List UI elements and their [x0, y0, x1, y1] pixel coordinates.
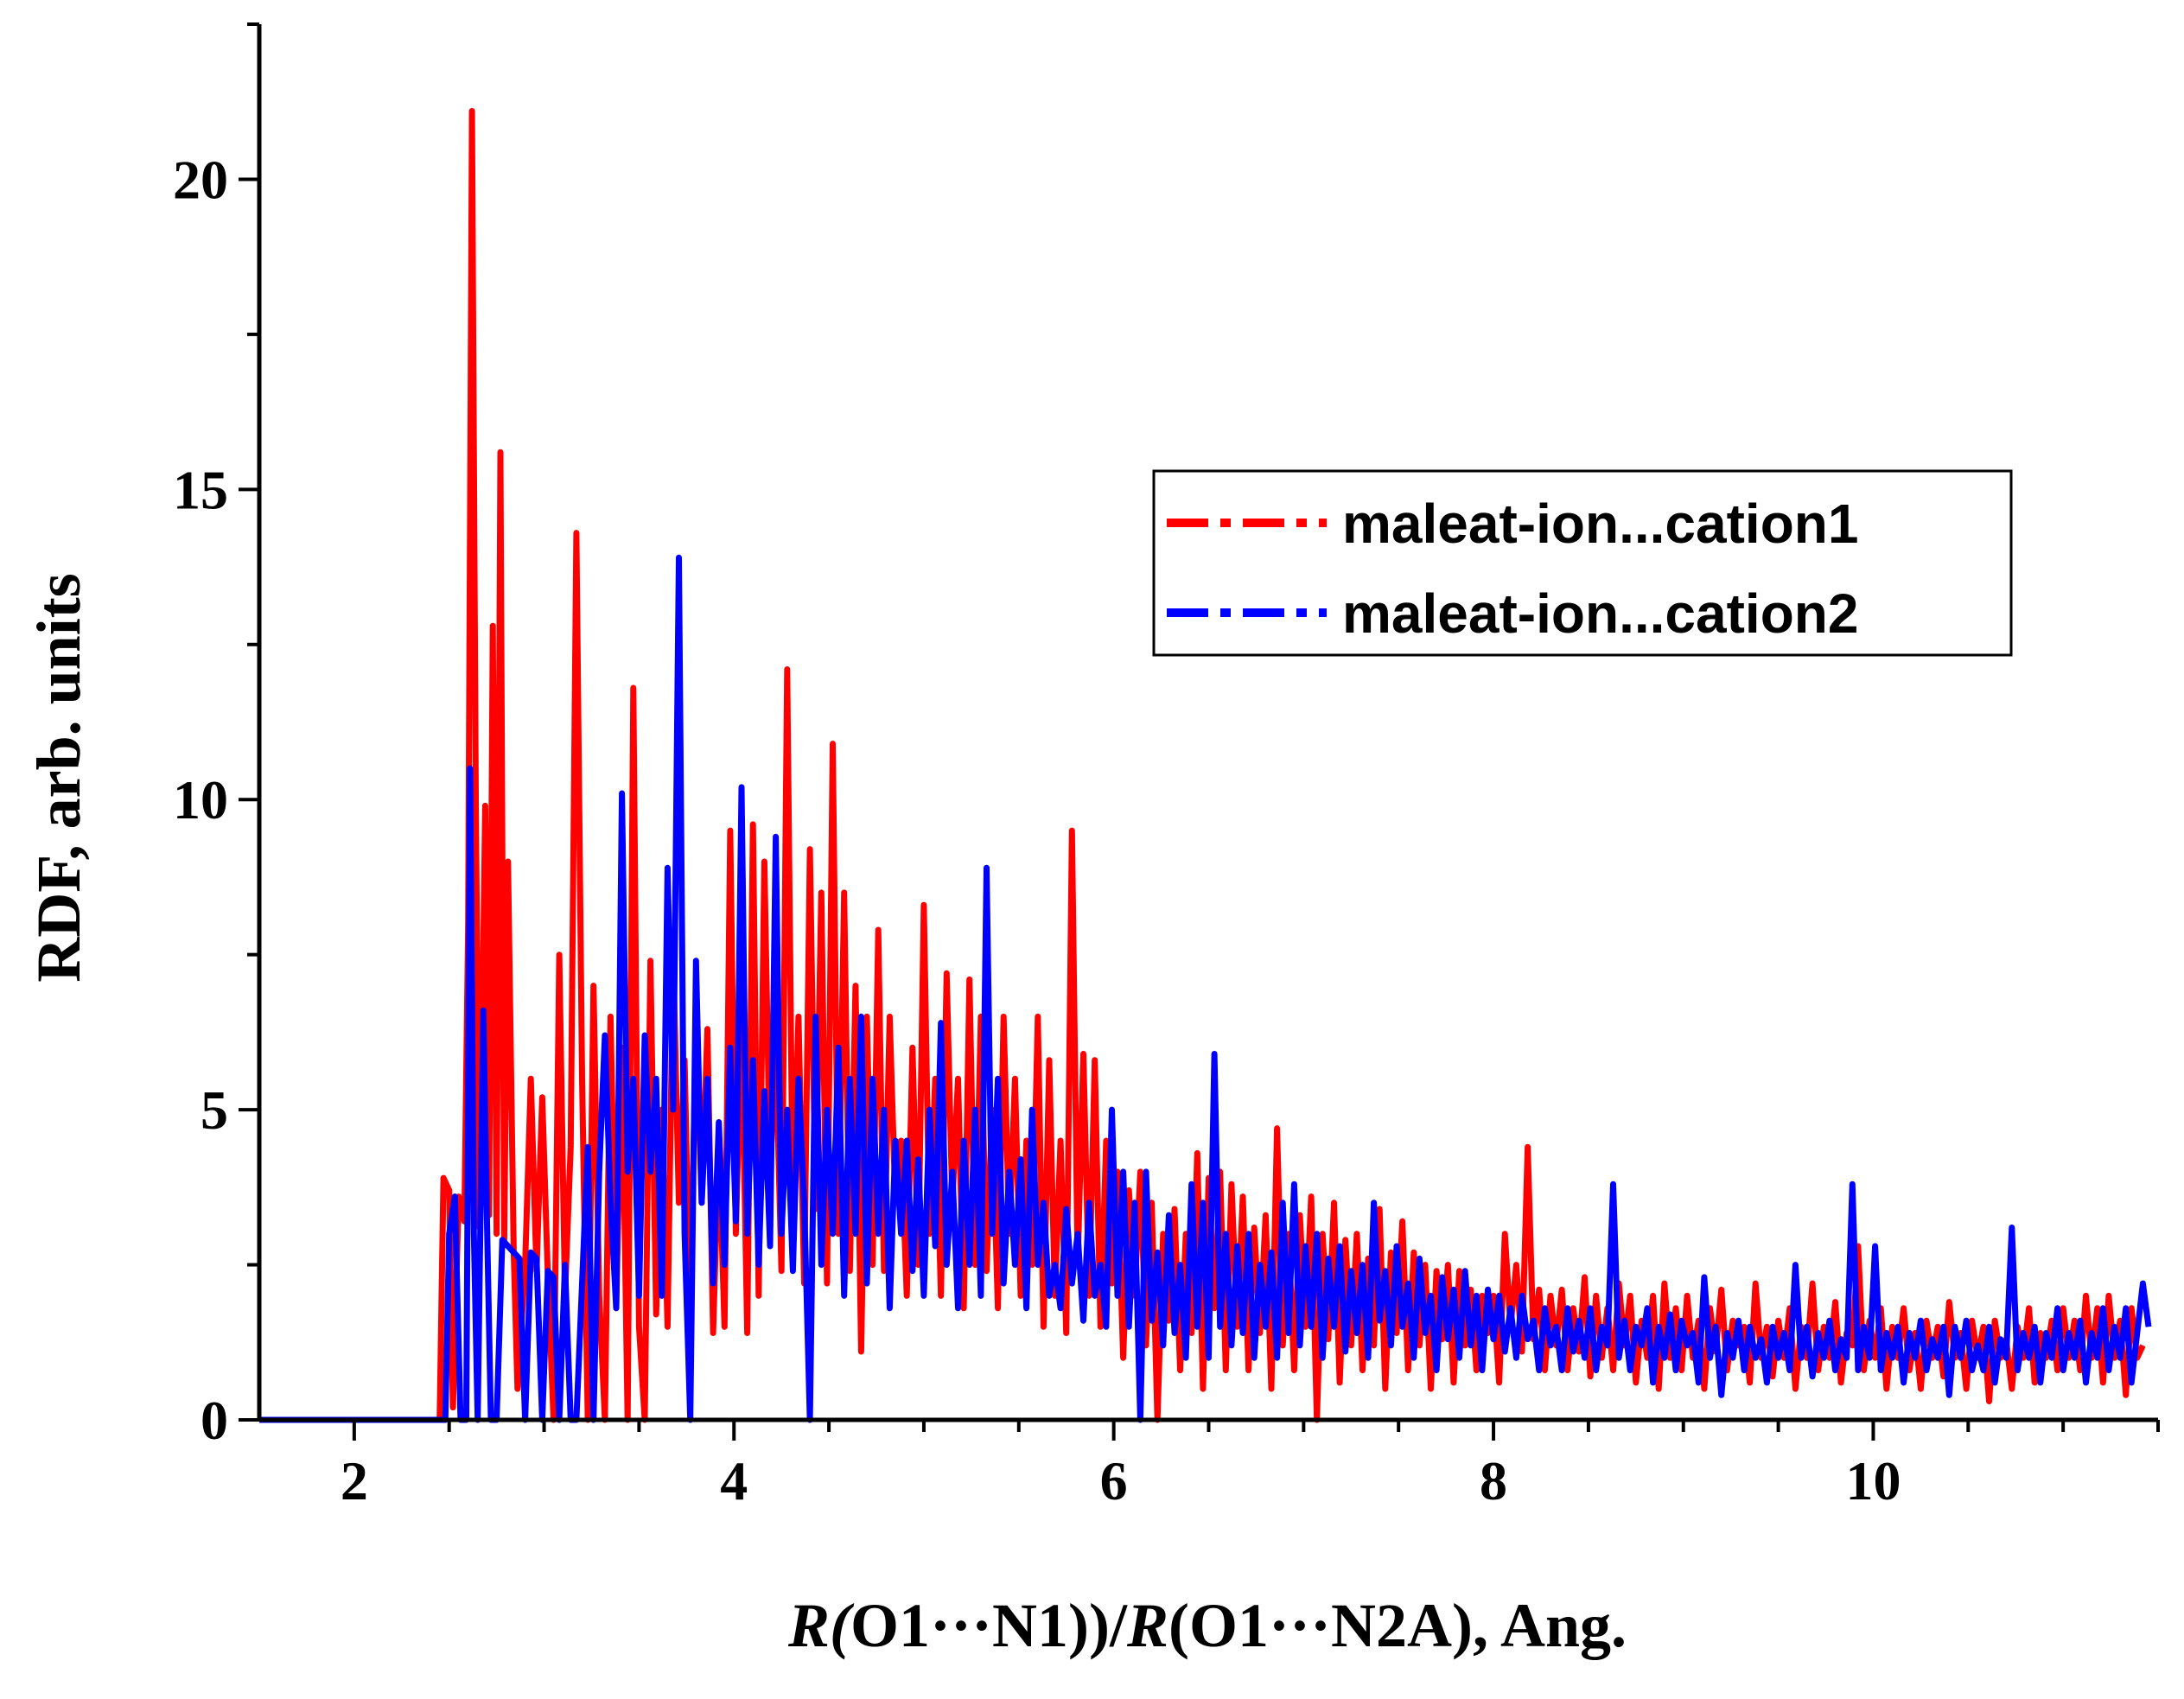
x-tick-label: 6: [1100, 1450, 1128, 1511]
y-tick-label: 0: [201, 1390, 228, 1451]
x-tick-label: 2: [341, 1450, 368, 1511]
y-tick-label: 15: [173, 459, 228, 520]
x-tick-label: 10: [1845, 1450, 1901, 1511]
legend-label-cation1: maleat-ion...cation1: [1342, 493, 1858, 555]
series-layer: [259, 108, 2152, 1423]
series-line-cation2: [259, 554, 2152, 1423]
legend: maleat-ion...cation1 maleat-ion...cation…: [1152, 469, 2013, 657]
legend-label-cation2: maleat-ion...cation2: [1342, 582, 1858, 645]
x-tick-label: 4: [720, 1450, 748, 1511]
y-tick-label: 10: [173, 769, 228, 830]
x-tick-label: 8: [1480, 1450, 1507, 1511]
x-axis-title: R(O1···N1))/R(O1···N2A), Ang.: [787, 1591, 1627, 1660]
x-ticks: 2 4 6 8 10: [341, 1420, 2160, 1511]
y-tick-label: 20: [173, 149, 228, 210]
y-axis-title: RDF, arb. units: [24, 573, 93, 982]
y-ticks: 0 5 10 15 20: [173, 22, 259, 1451]
legend-box: [1152, 469, 2013, 657]
y-tick-label: 5: [201, 1079, 228, 1141]
